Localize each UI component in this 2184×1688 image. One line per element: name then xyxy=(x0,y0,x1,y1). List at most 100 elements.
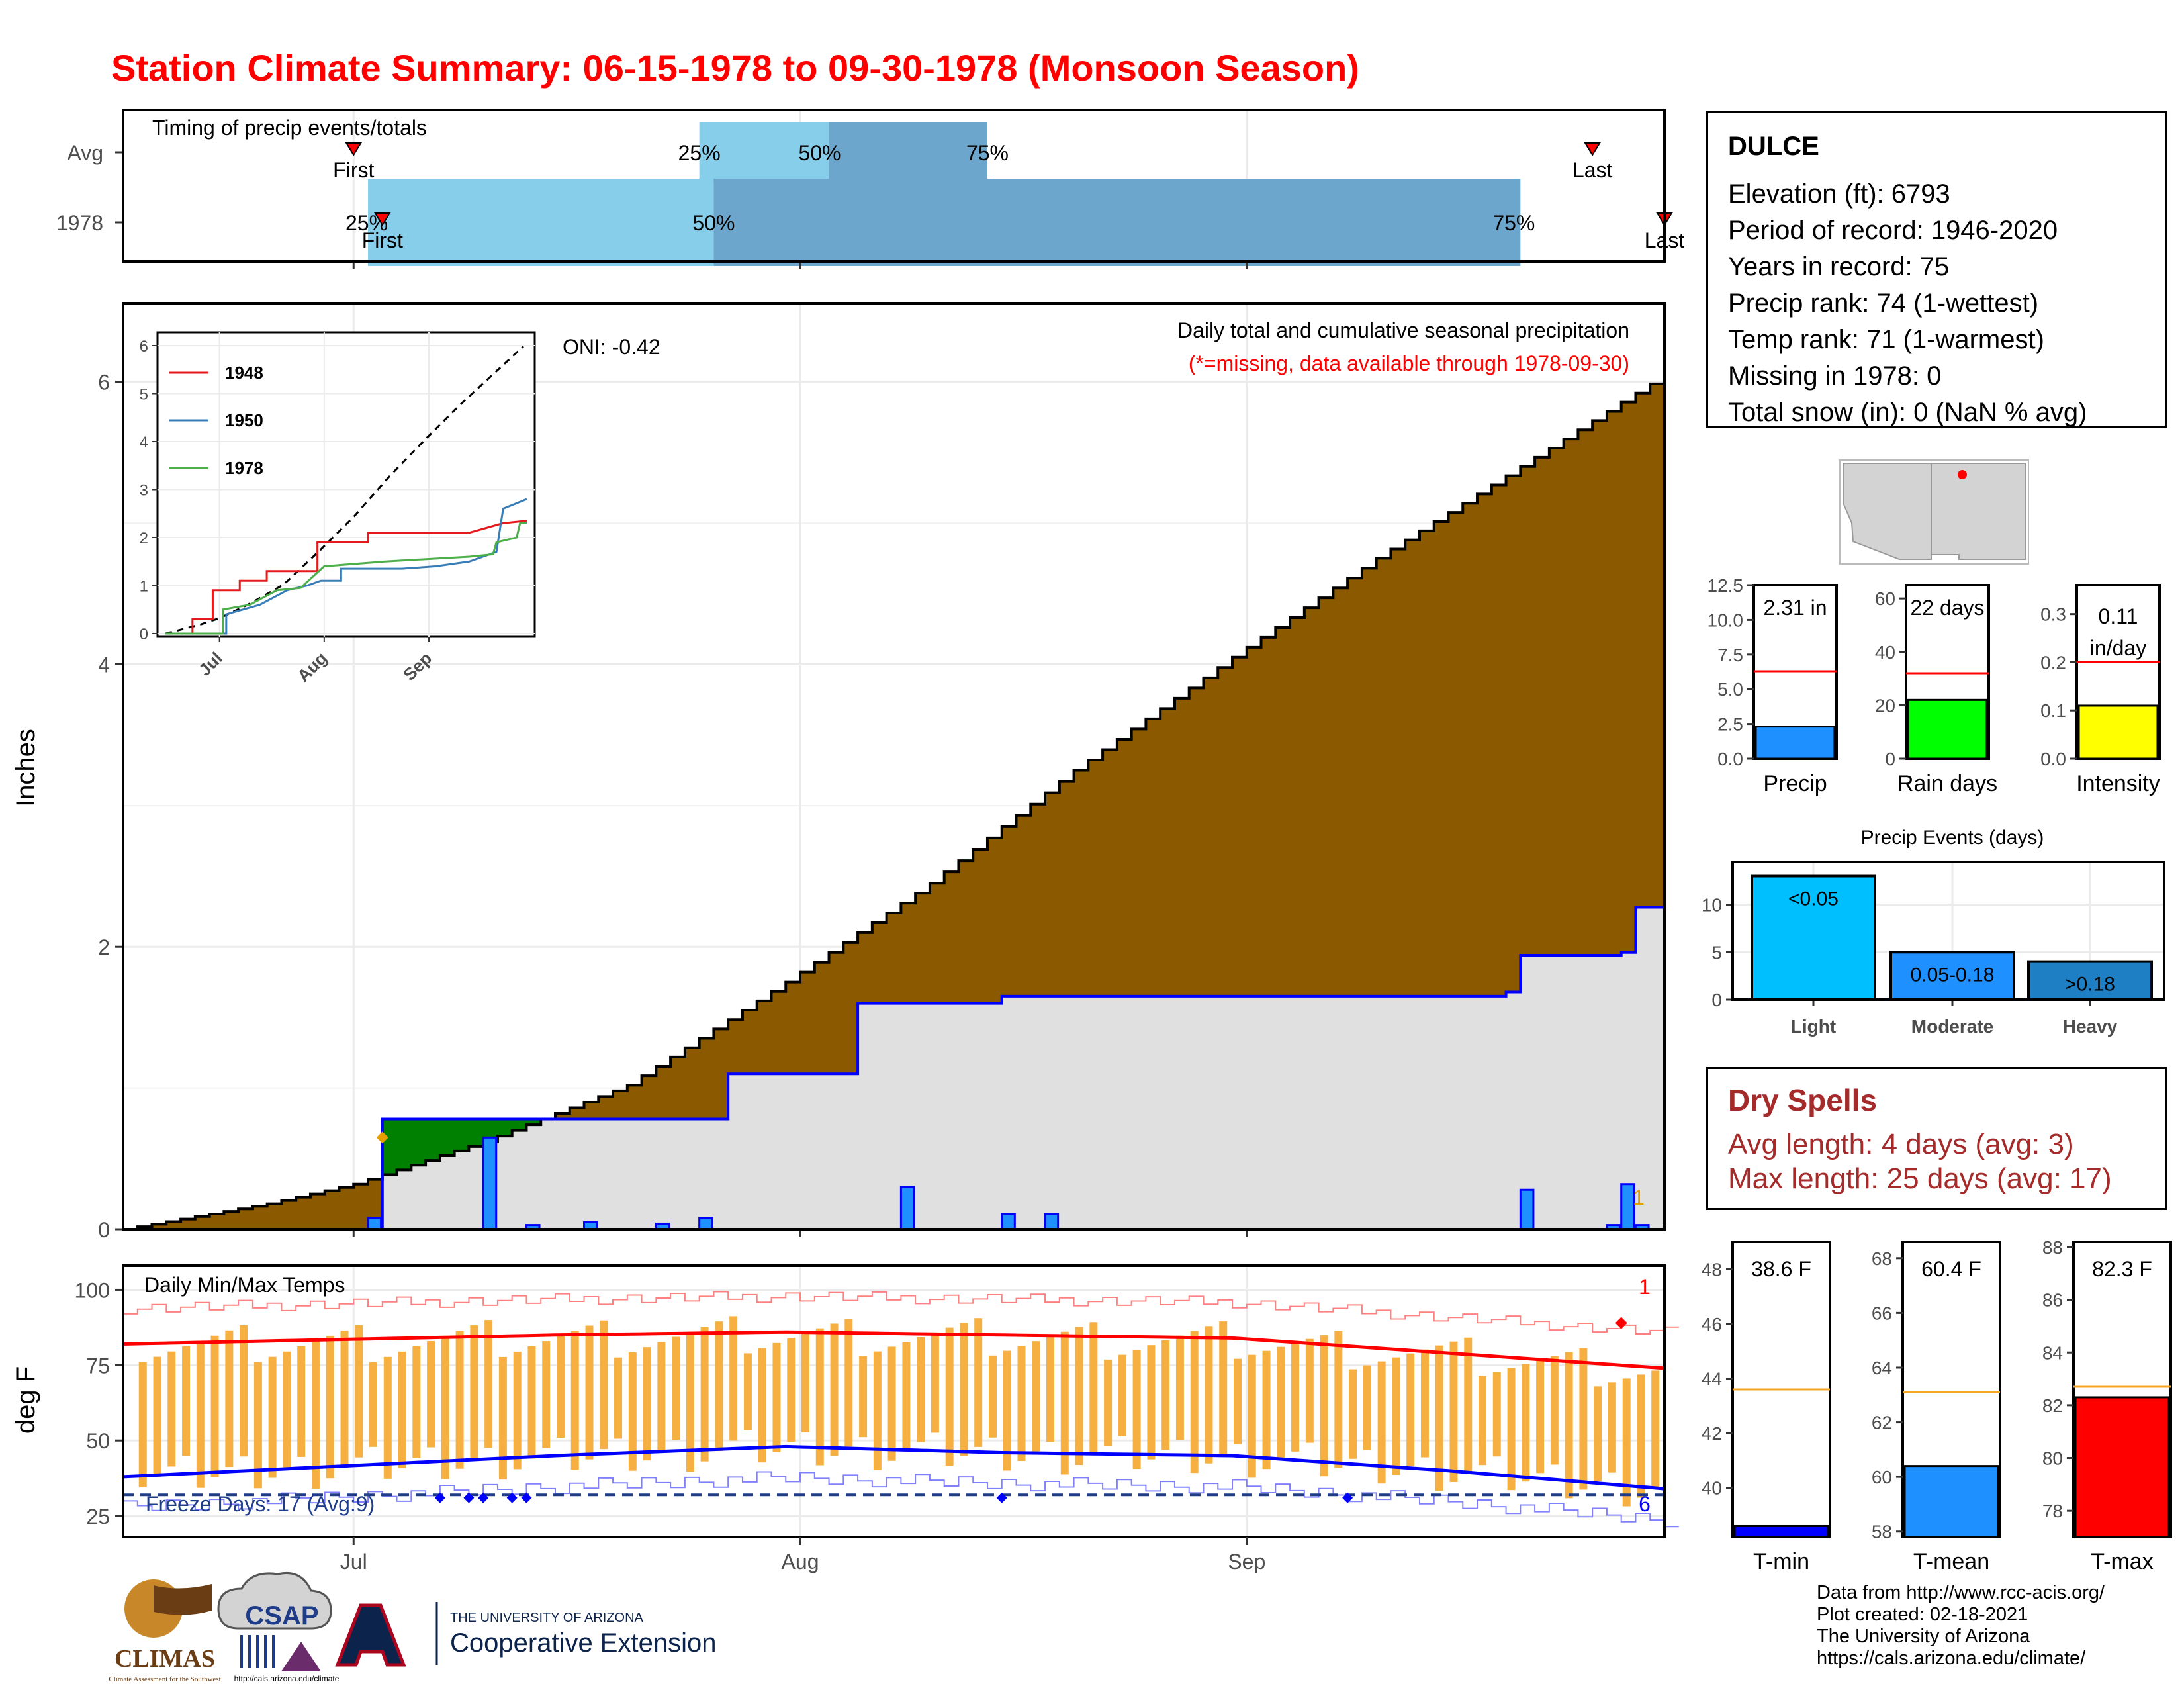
daily-temp-range-bar xyxy=(1651,1370,1660,1489)
inset-ytick-label: 5 xyxy=(140,386,148,404)
daily-temp-range-bar xyxy=(1219,1321,1228,1454)
dry-spells-avg: Avg length: 4 days (avg: 3) xyxy=(1728,1128,2074,1160)
dry-spells-max: Max length: 25 days (avg: 17) xyxy=(1728,1162,2112,1195)
daily-temp-range-bar xyxy=(672,1336,680,1440)
daily-precip-bar xyxy=(1519,1188,1535,1231)
temp-bar-value-label: 82.3 F xyxy=(2092,1257,2152,1281)
timing-event-label: First xyxy=(333,158,374,182)
temp-bar-label: T-max xyxy=(2091,1549,2153,1574)
temp-frame xyxy=(122,1264,1666,1538)
temp-bar-ytick-label: 62 xyxy=(1872,1413,1892,1433)
record-min-marker-icon xyxy=(996,1492,1007,1503)
daily-temp-range-bar xyxy=(772,1342,781,1452)
credits: Data from http://www.rcc-acis.org/ Plot … xyxy=(1817,1582,2105,1669)
ua-block-a-icon xyxy=(335,1603,406,1667)
climas-logo-shape-icon xyxy=(154,1584,212,1615)
daily-temp-range-bar xyxy=(470,1325,478,1458)
daily-temp-range-bar xyxy=(715,1321,723,1452)
temp-heading: Daily Min/Max Temps xyxy=(144,1273,345,1297)
csap-logo-text: CSAP xyxy=(245,1601,318,1630)
daily-temp-range-bar xyxy=(253,1362,262,1489)
daily-temp-range-bar xyxy=(830,1323,839,1456)
state-map xyxy=(1839,459,2029,565)
event-marker-icon xyxy=(374,212,391,226)
summary-ytick-label: 20 xyxy=(1875,695,1895,716)
daily-temp-range-bar xyxy=(931,1332,939,1433)
csap-url-text: http://cals.arizona.edu/climate xyxy=(234,1674,340,1683)
daily-temp-range-bar xyxy=(686,1331,694,1472)
temp-bar-ytick-label: 80 xyxy=(2042,1448,2063,1469)
inset-ytick-label: 6 xyxy=(140,338,148,355)
summary-bar-label: Precip xyxy=(1763,771,1827,796)
daily-temp-range-bar xyxy=(873,1351,882,1470)
xtick-label: Aug xyxy=(782,1550,819,1573)
temp-bar-ytick-label: 84 xyxy=(2042,1342,2063,1363)
timing-label: Timing of precip events/totals xyxy=(152,116,427,140)
daily-temp-range-bar xyxy=(1089,1322,1098,1456)
station-line: Period of record: 1946-2020 xyxy=(1728,216,2058,245)
daily-temp-range-bar xyxy=(455,1331,464,1469)
event-bar-label: Moderate xyxy=(1911,1016,1993,1037)
daily-temp-range-bar xyxy=(960,1323,968,1456)
credit-line: The University of Arizona xyxy=(1817,1626,2030,1647)
summary-ytick-label: 0.1 xyxy=(2040,700,2066,721)
logos: CLIMAS Climate Assessment for the Southwe… xyxy=(109,1571,716,1683)
daily-temp-range-bar xyxy=(153,1356,161,1477)
daily-precip-bar xyxy=(698,1217,713,1231)
climas-logo-subtitle: Climate Assessment for the Southwest xyxy=(109,1675,220,1683)
inset-legend-label: 1950 xyxy=(225,410,263,430)
daily-temp-range-bar xyxy=(1132,1350,1141,1470)
daily-temp-range-bar xyxy=(1262,1350,1271,1470)
inset-ytick-label: 0 xyxy=(140,626,148,643)
daily-temp-range-bar xyxy=(1392,1357,1400,1475)
timing-pct-label: 25% xyxy=(678,141,721,165)
summary-ytick-label: 40 xyxy=(1875,642,1895,663)
record-min-marker-icon xyxy=(506,1492,518,1503)
temp-bar-ytick-label: 42 xyxy=(1702,1423,1722,1444)
daily-temp-range-bar xyxy=(1147,1345,1156,1460)
events-ytick-label: 0 xyxy=(1711,990,1722,1010)
daily-temp-range-bar xyxy=(484,1320,493,1448)
daily-temp-range-bar xyxy=(585,1325,594,1460)
timing-event-label: First xyxy=(362,228,403,252)
record-min-marker-icon xyxy=(1342,1492,1353,1503)
daily-temp-range-bar xyxy=(1205,1326,1213,1464)
daily-temp-range-bar xyxy=(383,1356,392,1479)
temp-bars: 40 42 44 46 48 38.6 F T-min 58 60 62 64 66 68 60.4 F T… xyxy=(1702,1237,2172,1574)
summary-ytick-label: 0.0 xyxy=(1717,749,1743,769)
daily-temp-range-bar xyxy=(643,1347,651,1461)
credit-line: Plot created: 02-18-2021 xyxy=(1817,1604,2028,1625)
station-name: DULCE xyxy=(1728,132,1819,161)
climas-logo-text: CLIMAS xyxy=(114,1645,215,1673)
daily-temp-range-bar xyxy=(283,1351,291,1468)
precip-ytick-label: 2 xyxy=(98,935,110,959)
temp-bar-value-label: 38.6 F xyxy=(1751,1257,1811,1281)
station-line: Years in record: 75 xyxy=(1728,252,1950,281)
daily-temp-range-bar xyxy=(1291,1342,1300,1452)
daily-temp-range-bar xyxy=(1550,1356,1559,1465)
daily-temp-range-bar xyxy=(614,1357,623,1439)
record-min-marker-icon xyxy=(478,1492,489,1503)
daily-temp-range-bar xyxy=(556,1336,565,1438)
temp-bar-ytick-label: 40 xyxy=(1702,1478,1722,1499)
daily-temp-range-bar xyxy=(628,1352,637,1471)
temp-bar-ytick-label: 48 xyxy=(1702,1259,1722,1280)
daily-temp-range-bar xyxy=(1579,1348,1588,1490)
summary-value-label: 2.31 in xyxy=(1763,596,1827,620)
summary-bar-label: Intensity xyxy=(2076,771,2160,796)
daily-temp-range-bar xyxy=(1305,1338,1314,1443)
daily-temp-range-bar xyxy=(311,1340,320,1489)
daily-temp-range-bar xyxy=(268,1356,277,1478)
summary-ytick-label: 10.0 xyxy=(1707,610,1744,630)
daily-temp-range-bar xyxy=(1017,1346,1026,1461)
event-bar-text: <0.05 xyxy=(1788,888,1839,910)
daily-temp-range-bar xyxy=(1536,1360,1545,1474)
csap-mountain-icon xyxy=(281,1642,321,1671)
temp-bar xyxy=(1733,1524,1829,1538)
summary-bars: 0.0 2.5 5.0 7.5 10.0 12.5 2.31 in Precip 0 20 40 60… xyxy=(1707,575,2161,796)
max-day-marker-icon xyxy=(376,1131,388,1144)
event-marker-icon xyxy=(345,142,363,156)
station-line: Temp rank: 71 (1-warmest) xyxy=(1728,325,2044,354)
daily-temp-range-bar xyxy=(1522,1364,1530,1482)
daily-temp-range-bar xyxy=(196,1340,205,1488)
